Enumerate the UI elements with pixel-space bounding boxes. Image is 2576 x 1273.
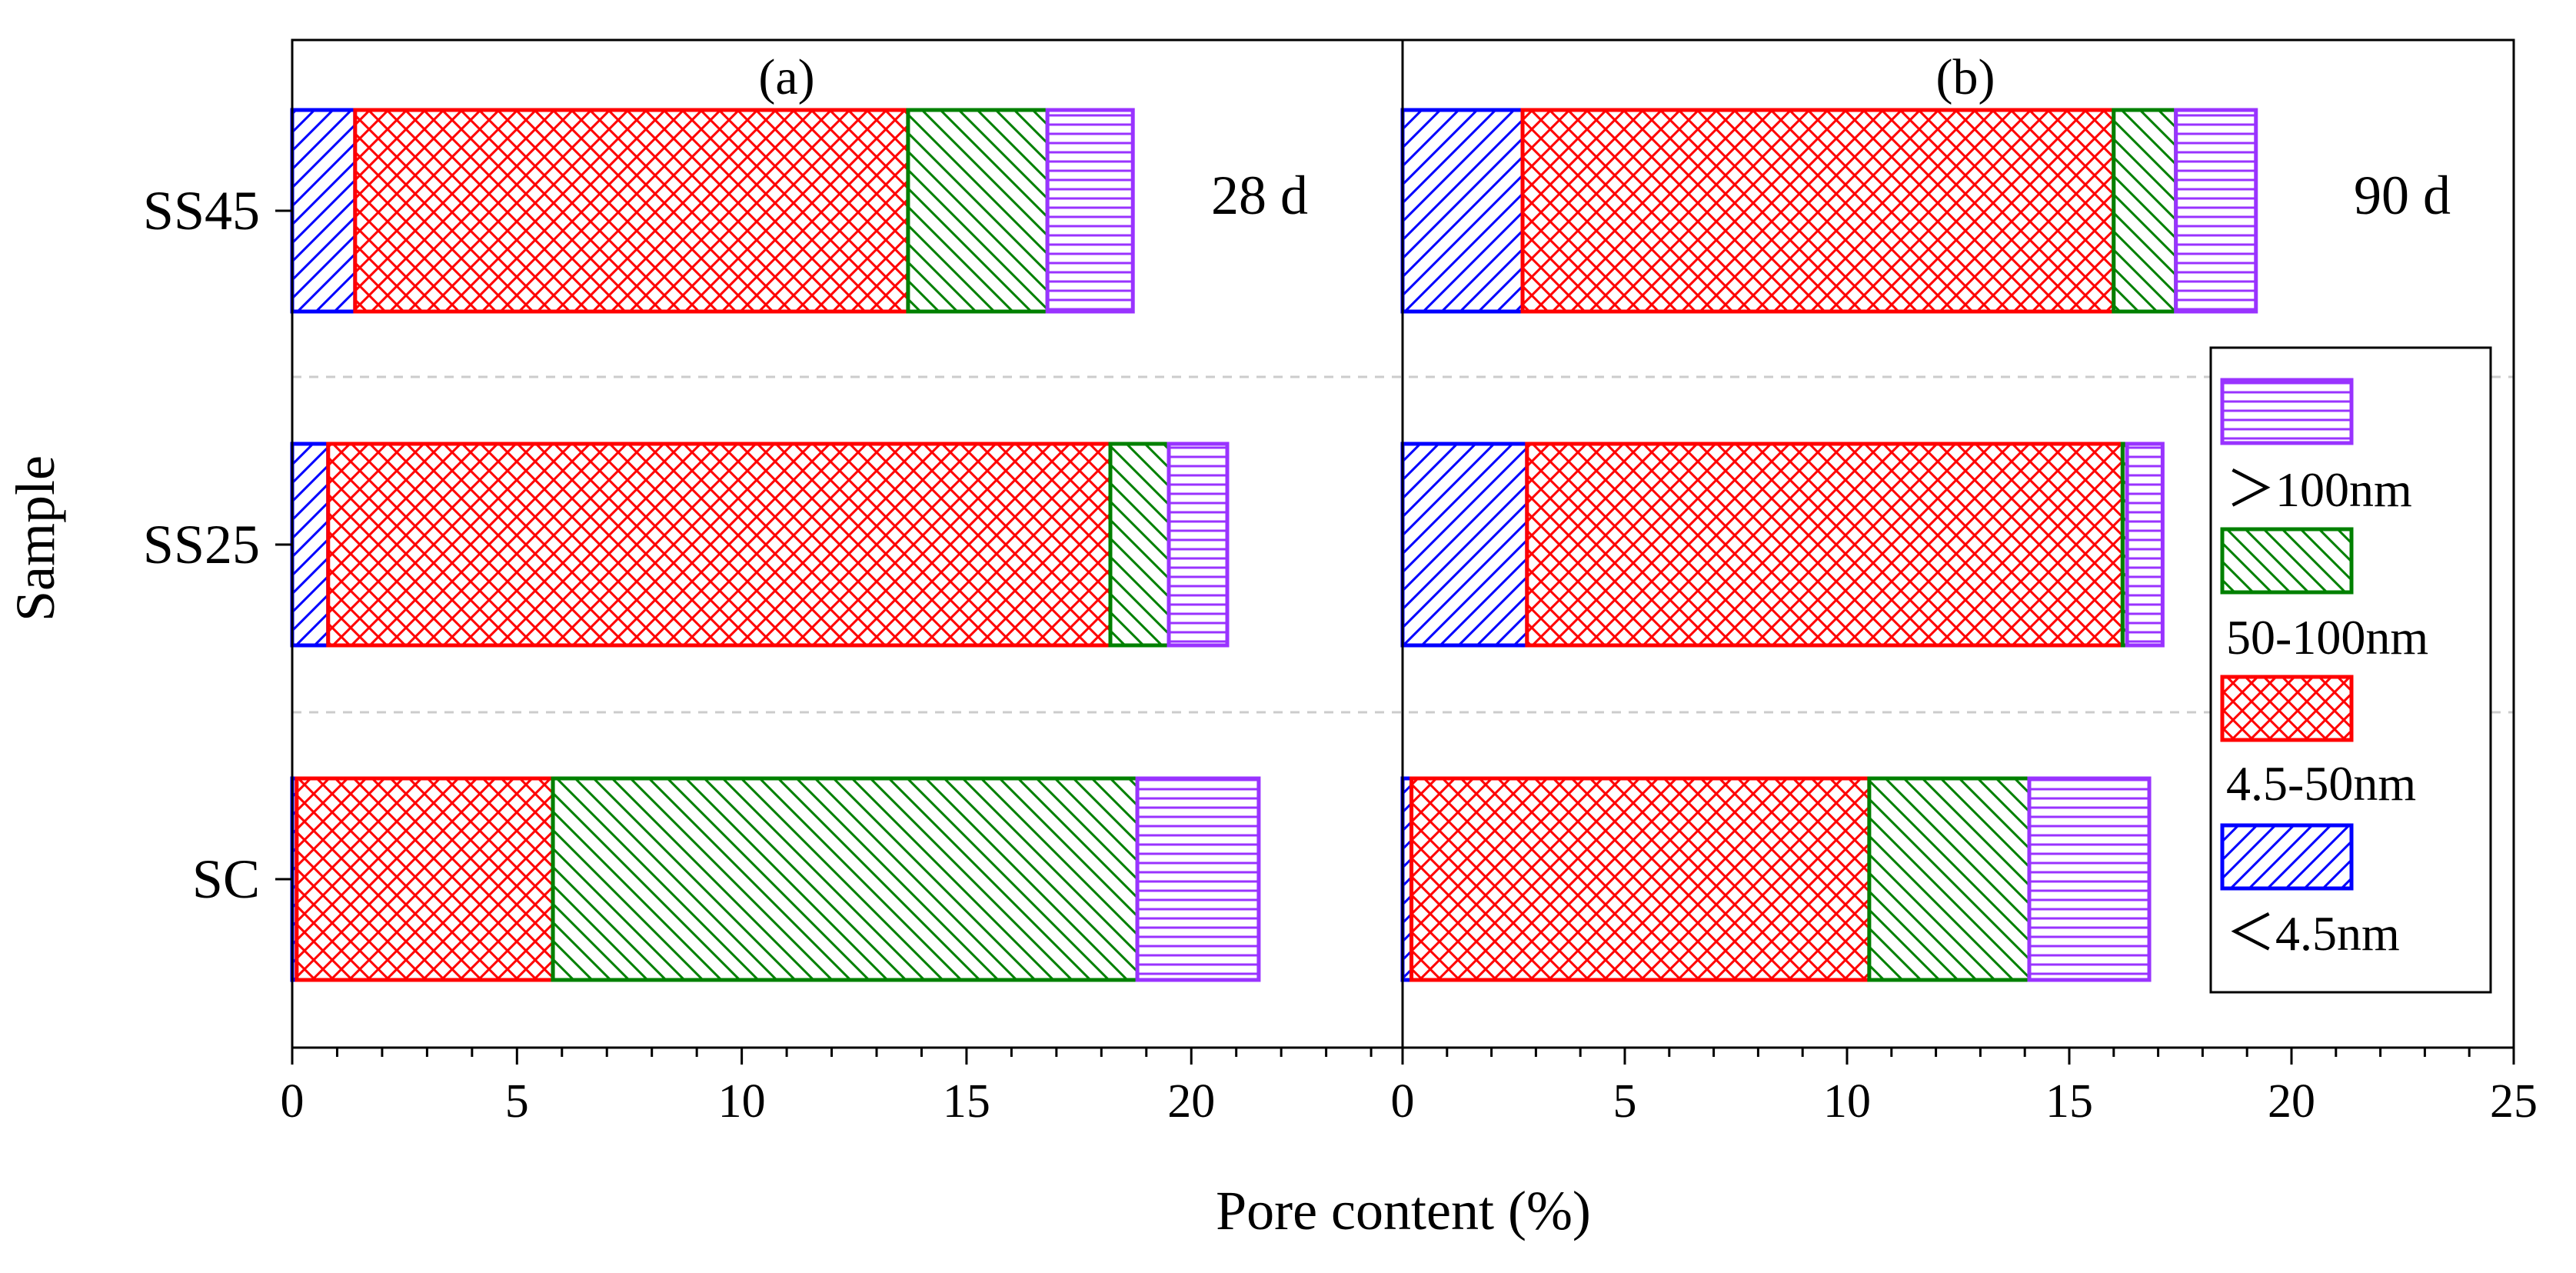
legend-label-lt45: ＜4.5nm <box>2226 906 2400 961</box>
x-tick-label: 0 <box>281 1075 305 1128</box>
bar-a-ss25-r50100 <box>1108 442 1171 648</box>
y-tick-label: SC <box>192 848 260 910</box>
age-label: 28 d <box>1211 165 1308 226</box>
legend-swatch-r4550 <box>2220 675 2354 742</box>
panel-label: (a) <box>758 49 814 105</box>
bar-b-sc-gt100 <box>2027 776 2152 982</box>
bar-b-ss45-lt45 <box>1400 108 1525 314</box>
y-tick-label: SS25 <box>143 514 260 575</box>
x-tick-label: 10 <box>1823 1075 1871 1128</box>
bar-a-sc-r50100 <box>551 776 1140 982</box>
bar-b-ss45-r4550 <box>1520 108 2116 314</box>
bar-a-ss45-r50100 <box>906 108 1050 314</box>
x-tick-label: 20 <box>2268 1075 2315 1128</box>
bar-b-ss45-gt100 <box>2174 108 2258 314</box>
y-axis-label: Sample <box>5 455 66 622</box>
x-tick-label: 15 <box>2045 1075 2093 1128</box>
bar-a-ss45-r4550 <box>353 108 910 314</box>
bar-b-ss25-gt100 <box>2125 442 2165 648</box>
bar-a-ss45-gt100 <box>1045 108 1135 314</box>
category-separators <box>292 375 2514 714</box>
bar-a-sc-gt100 <box>1135 776 1261 982</box>
axis-and-panel-labels: Pore content (%) Sample <box>5 455 1591 1241</box>
x-axis-label: Pore content (%) <box>1216 1180 1591 1241</box>
bar-b-ss45-r50100 <box>2112 108 2178 314</box>
bar-a-ss25-lt45 <box>290 442 331 648</box>
x-tick-label: 0 <box>1391 1075 1415 1128</box>
legend-label-gt100: ＞100nm <box>2226 462 2412 517</box>
axis-ticks: 0 5 10 15 20 (a) 28 d 0 5 10 15 20 25 (b) 90 d SC SS25 SS… <box>143 49 2538 1128</box>
bar-b-ss25-r4550 <box>1525 442 2125 648</box>
panel-label: (b) <box>1936 49 1995 105</box>
bar-b-sc-r4550 <box>1409 776 1872 982</box>
legend: ＞100nm 50-100nm 4.5-50nm ＜4.5nm <box>2209 346 2492 994</box>
x-tick-label: 20 <box>1167 1075 1215 1128</box>
bar-b-sc-r50100 <box>1867 776 2032 982</box>
y-tick-label: SS45 <box>143 180 260 242</box>
bar-b-ss25-lt45 <box>1400 442 1529 648</box>
legend-swatch-r50100 <box>2220 527 2354 595</box>
x-tick-label: 5 <box>1613 1075 1637 1128</box>
x-tick-label: 15 <box>943 1075 990 1128</box>
bar-a-sc-r4550 <box>295 776 555 982</box>
age-label: 90 d <box>2354 165 2451 226</box>
legend-label-r50100: 50-100nm <box>2226 610 2428 665</box>
bar-a-ss45-lt45 <box>290 108 358 314</box>
bar-a-ss25-r4550 <box>326 442 1113 648</box>
x-tick-label: 5 <box>505 1075 529 1128</box>
x-tick-label: 10 <box>718 1075 766 1128</box>
stacked-bars <box>290 108 2258 982</box>
x-tick-label: 25 <box>2490 1075 2538 1128</box>
legend-swatch-gt100 <box>2220 378 2354 445</box>
legend-swatch-lt45 <box>2220 823 2354 891</box>
legend-label-r4550: 4.5-50nm <box>2226 756 2416 811</box>
bar-a-ss25-gt100 <box>1167 442 1230 648</box>
